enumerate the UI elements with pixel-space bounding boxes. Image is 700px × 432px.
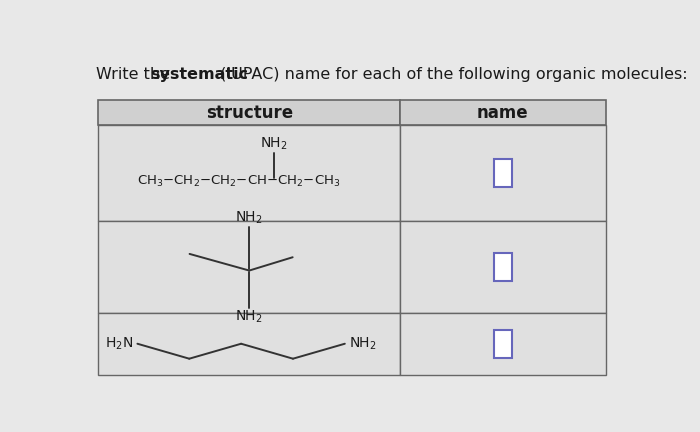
Text: Write the: Write the — [96, 67, 175, 82]
Bar — [400, 100, 606, 125]
Text: CH$_3$$-$CH$_2$$-$CH$_2$$-$CH$-$CH$_2$$-$CH$_3$: CH$_3$$-$CH$_2$$-$CH$_2$$-$CH$-$CH$_2$$-… — [136, 174, 340, 189]
Text: NH$_2$: NH$_2$ — [235, 209, 263, 226]
Bar — [494, 253, 512, 281]
Bar — [494, 159, 512, 187]
Text: NH$_2$: NH$_2$ — [235, 309, 263, 325]
Text: systematic: systematic — [150, 67, 248, 82]
Text: structure: structure — [206, 104, 293, 121]
Text: NH$_2$: NH$_2$ — [349, 336, 377, 352]
Text: NH$_2$: NH$_2$ — [260, 135, 288, 152]
Text: (IUPAC) name for each of the following organic molecules:: (IUPAC) name for each of the following o… — [215, 67, 687, 82]
Text: H$_2$N: H$_2$N — [106, 336, 134, 352]
Text: name: name — [477, 104, 528, 121]
Bar — [494, 330, 512, 358]
Bar — [98, 100, 400, 125]
